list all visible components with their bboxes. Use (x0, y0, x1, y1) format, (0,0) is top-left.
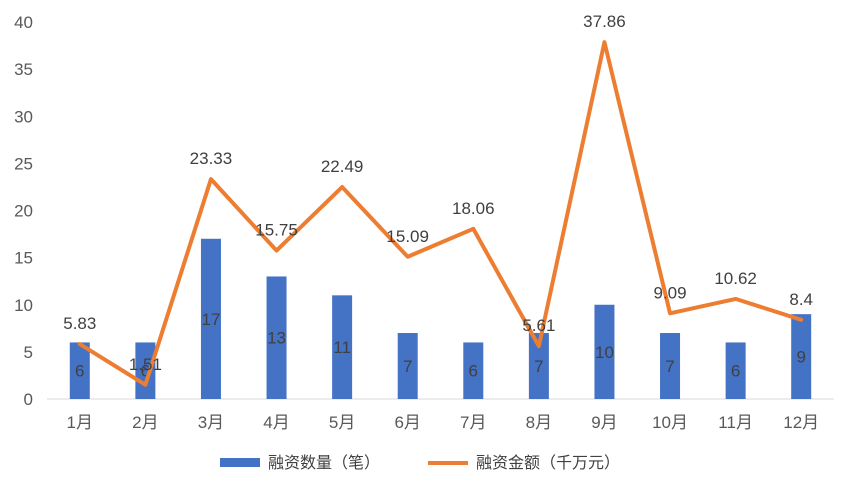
x-tick-label: 12月 (783, 413, 819, 432)
legend-label-line: 融资金额（千万元） (476, 453, 620, 472)
bar-series (69, 238, 812, 399)
bar-data-label: 11 (333, 338, 351, 357)
bar-data-label: 17 (201, 310, 220, 329)
bar (528, 333, 549, 399)
x-tick-label: 3月 (198, 413, 224, 432)
bar-data-label: 7 (665, 357, 674, 376)
y-tick-label: 40 (14, 13, 33, 32)
x-tick-label: 6月 (394, 413, 420, 432)
legend-label-bar: 融资数量（笔） (268, 453, 380, 472)
legend-swatch-bar (220, 458, 260, 467)
x-axis: 1月 2月 3月 4月 5月 6月 7月 8月 9月 10月 11月 12月 (67, 413, 820, 432)
x-tick-label: 1月 (67, 413, 93, 432)
bar-data-label: 7 (403, 357, 412, 376)
legend: 融资数量（笔） 融资金额（千万元） (220, 453, 620, 472)
bar (725, 342, 746, 399)
bar (463, 342, 484, 399)
line-data-labels: 5.83 1.51 23.33 15.75 22.49 15.09 18.06 5.61 37.… (63, 12, 813, 374)
x-tick-label: 10月 (652, 413, 688, 432)
line-data-label: 8.4 (789, 290, 813, 309)
line-data-label: 37.86 (583, 12, 626, 31)
x-tick-label: 5月 (329, 413, 355, 432)
bar (660, 333, 681, 399)
line-data-label: 5.83 (63, 314, 96, 333)
y-tick-label: 10 (14, 296, 33, 315)
bar-data-label: 6 (469, 362, 478, 381)
line-data-label: 15.75 (255, 221, 298, 240)
line-data-label: 9.09 (653, 283, 686, 302)
bar-data-label: 9 (796, 348, 805, 367)
line-data-label: 1.51 (129, 355, 162, 374)
y-tick-label: 20 (14, 202, 33, 221)
y-tick-label: 0 (24, 390, 33, 409)
line-data-label: 5.61 (522, 316, 555, 335)
x-tick-label: 2月 (132, 413, 158, 432)
x-tick-label: 4月 (263, 413, 289, 432)
x-tick-label: 9月 (591, 413, 617, 432)
bar-data-label: 6 (731, 362, 740, 381)
y-tick-label: 5 (24, 343, 33, 362)
bar-data-label: 13 (267, 329, 286, 348)
bar (266, 276, 287, 399)
line-series (77, 40, 804, 387)
line-data-label: 23.33 (190, 149, 233, 168)
bar-data-label: 7 (534, 357, 543, 376)
bar (791, 314, 812, 399)
bar (397, 333, 418, 399)
bar (69, 342, 90, 399)
line-data-label: 15.09 (386, 227, 429, 246)
series-line (77, 40, 804, 387)
y-tick-label: 35 (14, 60, 33, 79)
bar-data-labels: 6 6 17 13 11 7 6 7 10 7 6 9 (75, 310, 806, 381)
bar (594, 304, 615, 399)
y-tick-label: 15 (14, 249, 33, 268)
x-tick-label: 8月 (526, 413, 552, 432)
bar-data-label: 6 (75, 362, 84, 381)
y-axis: 0 5 10 15 20 25 30 35 40 (14, 13, 33, 409)
x-tick-label: 7月 (460, 413, 486, 432)
line-data-label: 18.06 (452, 199, 495, 218)
bar-data-label: 6 (141, 362, 150, 381)
bar (332, 295, 353, 399)
line-data-label: 22.49 (321, 157, 364, 176)
bar (135, 342, 156, 399)
bar (200, 238, 221, 399)
x-tick-label: 11月 (718, 413, 753, 432)
y-tick-label: 30 (14, 107, 33, 126)
line-data-label: 10.62 (714, 269, 757, 288)
bar-data-label: 10 (595, 343, 614, 362)
y-tick-label: 25 (14, 154, 33, 173)
